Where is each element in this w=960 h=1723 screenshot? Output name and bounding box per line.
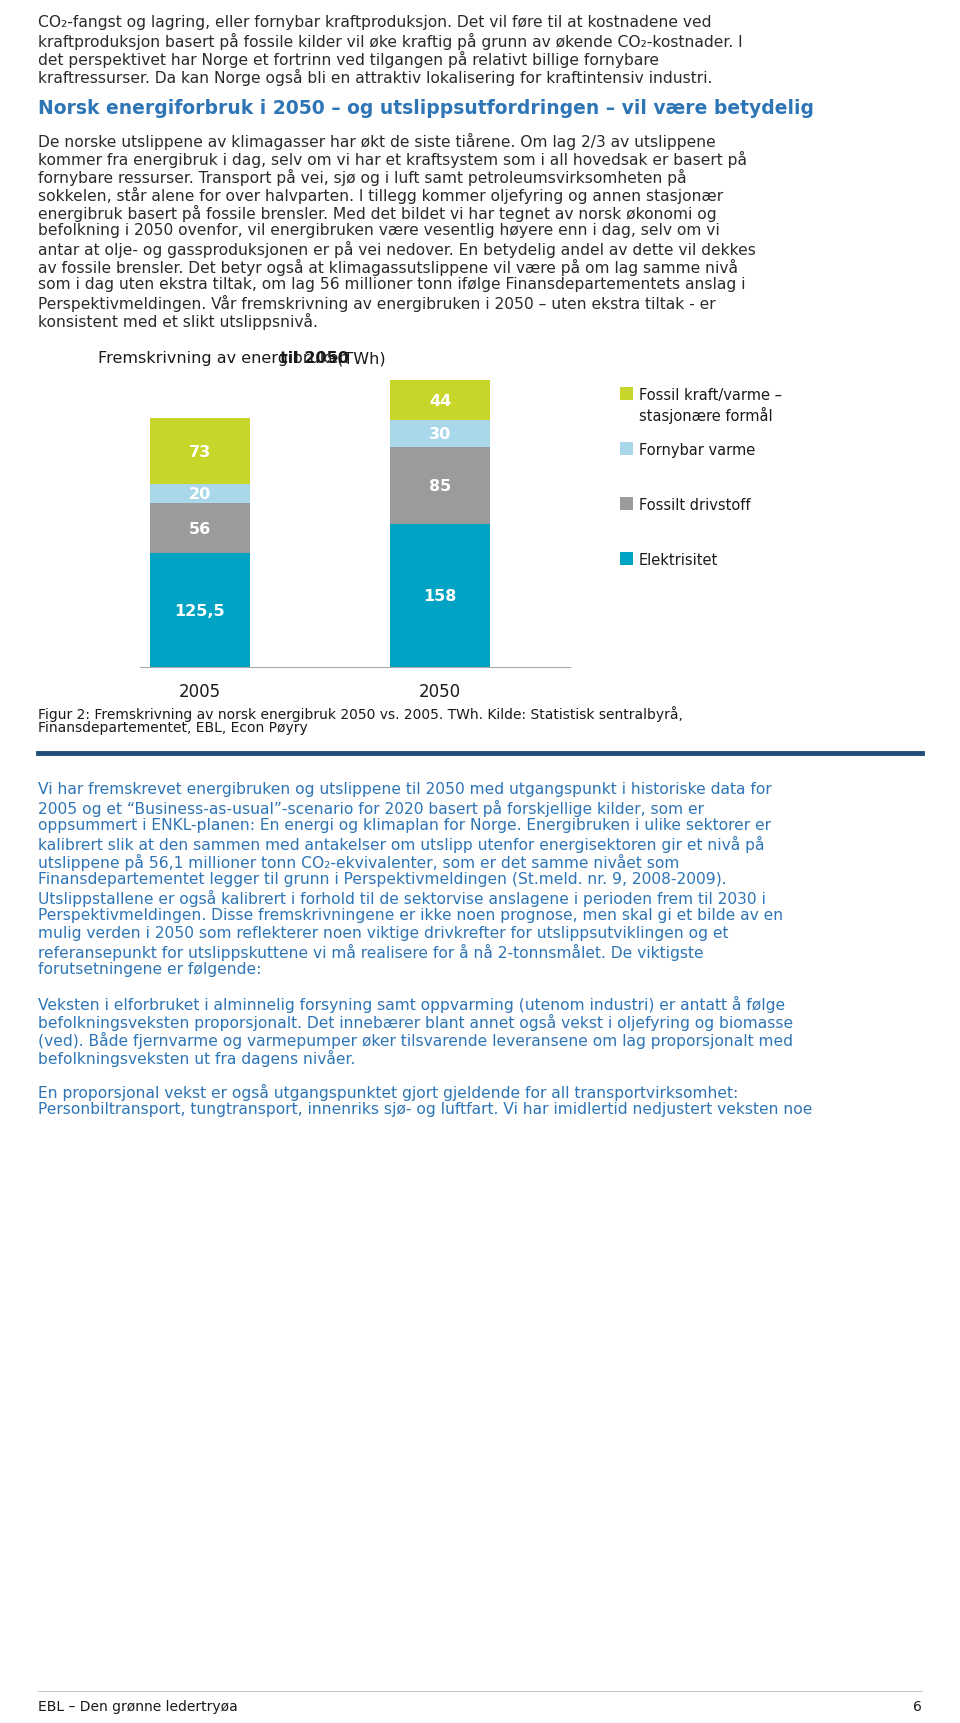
Text: 20: 20: [189, 488, 211, 501]
Text: Perspektivmeldingen. Vår fremskrivning av energibruken i 2050 – uten ekstra tilt: Perspektivmeldingen. Vår fremskrivning a…: [38, 295, 715, 312]
Text: antar at olje- og gassproduksjonen er på vei nedover. En betydelig andel av dett: antar at olje- og gassproduksjonen er på…: [38, 241, 756, 258]
Bar: [620, 443, 633, 457]
Text: Fremskrivning av energibruken: Fremskrivning av energibruken: [98, 351, 353, 365]
Text: kommer fra energibruk i dag, selv om vi har et kraftsystem som i all hovedsak er: kommer fra energibruk i dag, selv om vi …: [38, 152, 747, 167]
Text: konsistent med et slikt utslippsnivå.: konsistent med et slikt utslippsnivå.: [38, 314, 318, 329]
Text: av fossile brensler. Det betyr også at klimagassutslippene vil være på om lag sa: av fossile brensler. Det betyr også at k…: [38, 258, 738, 276]
Text: Finansdepartementet legger til grunn i Perspektivmeldingen (St.meld. nr. 9, 2008: Finansdepartementet legger til grunn i P…: [38, 872, 727, 887]
Text: EBL – Den grønne ledertryøa: EBL – Den grønne ledertryøa: [38, 1699, 238, 1713]
Text: Vi har fremskrevet energibruken og utslippene til 2050 med utgangspunkt i histor: Vi har fremskrevet energibruken og utsli…: [38, 782, 772, 796]
Text: (TWh): (TWh): [331, 351, 385, 365]
Text: 2005: 2005: [179, 682, 221, 701]
Text: Utslippstallene er også kalibrert i forhold til de sektorvise anslagene i period: Utslippstallene er også kalibrert i forh…: [38, 889, 766, 906]
Bar: [390, 381, 490, 420]
Text: Fornybar varme: Fornybar varme: [639, 443, 756, 458]
Text: kalibrert slik at den sammen med antakelser om utslipp utenfor energisektoren gi: kalibrert slik at den sammen med antakel…: [38, 836, 764, 853]
Bar: [150, 553, 250, 667]
Text: kraftproduksjon basert på fossile kilder vil øke kraftig på grunn av økende CO₂-: kraftproduksjon basert på fossile kilder…: [38, 33, 743, 50]
Text: forutsetningene er følgende:: forutsetningene er følgende:: [38, 961, 261, 977]
Text: 85: 85: [429, 479, 451, 495]
Bar: [620, 388, 633, 401]
Text: Elektrisitet: Elektrisitet: [639, 553, 718, 567]
Text: Perspektivmeldingen. Disse fremskrivningene er ikke noen prognose, men skal gi e: Perspektivmeldingen. Disse fremskrivning…: [38, 908, 783, 922]
Text: 44: 44: [429, 393, 451, 408]
Bar: [390, 524, 490, 667]
Text: fornybare ressurser. Transport på vei, sjø og i luft samt petroleumsvirksomheten: fornybare ressurser. Transport på vei, s…: [38, 169, 686, 186]
Text: 2050: 2050: [419, 682, 461, 701]
Text: Fossilt drivstoff: Fossilt drivstoff: [639, 498, 751, 513]
Text: 2005 og et “Business-as-usual”-scenario for 2020 basert på forskjellige kilder, : 2005 og et “Business-as-usual”-scenario …: [38, 799, 704, 817]
Text: (ved). Både fjernvarme og varmepumper øker tilsvarende leveransene om lag propor: (ved). Både fjernvarme og varmepumper øk…: [38, 1032, 793, 1048]
Text: Figur 2: Fremskrivning av norsk energibruk 2050 vs. 2005. TWh. Kilde: Statistisk: Figur 2: Fremskrivning av norsk energibr…: [38, 706, 683, 722]
Text: 73: 73: [189, 445, 211, 460]
Text: sokkelen, står alene for over halvparten. I tillegg kommer oljefyring og annen s: sokkelen, står alene for over halvparten…: [38, 186, 723, 203]
Text: Norsk energiforbruk i 2050 – og utslippsutfordringen – vil være betydelig: Norsk energiforbruk i 2050 – og utslipps…: [38, 98, 814, 117]
Text: De norske utslippene av klimagasser har økt de siste tiårene. Om lag 2/3 av utsl: De norske utslippene av klimagasser har …: [38, 133, 716, 150]
Text: 56: 56: [189, 522, 211, 536]
Bar: [150, 486, 250, 503]
Text: kraftressurser. Da kan Norge også bli en attraktiv lokalisering for kraftintensi: kraftressurser. Da kan Norge også bli en…: [38, 69, 712, 86]
Bar: [150, 503, 250, 553]
Text: referansepunkt for utslippskuttene vi må realisere for å nå 2-tonnsmålet. De vik: referansepunkt for utslippskuttene vi må…: [38, 944, 704, 960]
Text: utslippene på 56,1 millioner tonn CO₂-ekvivalenter, som er det samme nivået som: utslippene på 56,1 millioner tonn CO₂-ek…: [38, 853, 680, 870]
Text: Veksten i elforbruket i alminnelig forsyning samt oppvarming (utenom industri) e: Veksten i elforbruket i alminnelig forsy…: [38, 996, 785, 1013]
Text: Finansdepartementet, EBL, Econ Pøyry: Finansdepartementet, EBL, Econ Pøyry: [38, 720, 308, 734]
Text: 6: 6: [913, 1699, 922, 1713]
Text: 30: 30: [429, 427, 451, 441]
Text: befolkning i 2050 ovenfor, vil energibruken være vesentlig høyere enn i dag, sel: befolkning i 2050 ovenfor, vil energibru…: [38, 222, 720, 238]
Bar: [150, 419, 250, 486]
Text: mulig verden i 2050 som reflekterer noen viktige drivkrefter for utslippsutvikli: mulig verden i 2050 som reflekterer noen…: [38, 925, 729, 941]
Bar: [620, 553, 633, 565]
Text: det perspektivet har Norge et fortrinn ved tilgangen på relativt billige fornyba: det perspektivet har Norge et fortrinn v…: [38, 52, 659, 67]
Text: befolkningsveksten proporsjonalt. Det innebærer blant annet også vekst i oljefyr: befolkningsveksten proporsjonalt. Det in…: [38, 1013, 793, 1030]
Text: 125,5: 125,5: [175, 603, 226, 619]
Text: til 2050: til 2050: [279, 351, 348, 365]
Bar: [390, 420, 490, 448]
Bar: [620, 498, 633, 510]
Text: En proporsjonal vekst er også utgangspunktet gjort gjeldende for all transportvi: En proporsjonal vekst er også utgangspun…: [38, 1084, 738, 1101]
Text: som i dag uten ekstra tiltak, om lag 56 millioner tonn ifølge Finansdepartemente: som i dag uten ekstra tiltak, om lag 56 …: [38, 277, 746, 291]
Text: oppsummert i ENKL-planen: En energi og klimaplan for Norge. Energibruken i ulike: oppsummert i ENKL-planen: En energi og k…: [38, 817, 771, 832]
Text: energibruk basert på fossile brensler. Med det bildet vi har tegnet av norsk øko: energibruk basert på fossile brensler. M…: [38, 205, 716, 222]
Bar: [390, 448, 490, 524]
Text: Fossil kraft/varme –
stasjonære formål: Fossil kraft/varme – stasjonære formål: [639, 388, 782, 424]
Text: befolkningsveksten ut fra dagens nivåer.: befolkningsveksten ut fra dagens nivåer.: [38, 1049, 355, 1067]
Text: CO₂-fangst og lagring, eller fornybar kraftproduksjon. Det vil føre til at kostn: CO₂-fangst og lagring, eller fornybar kr…: [38, 16, 711, 29]
Text: Personbiltransport, tungtransport, innenriks sjø- og luftfart. Vi har imidlertid: Personbiltransport, tungtransport, innen…: [38, 1101, 812, 1117]
Text: 158: 158: [423, 589, 457, 605]
